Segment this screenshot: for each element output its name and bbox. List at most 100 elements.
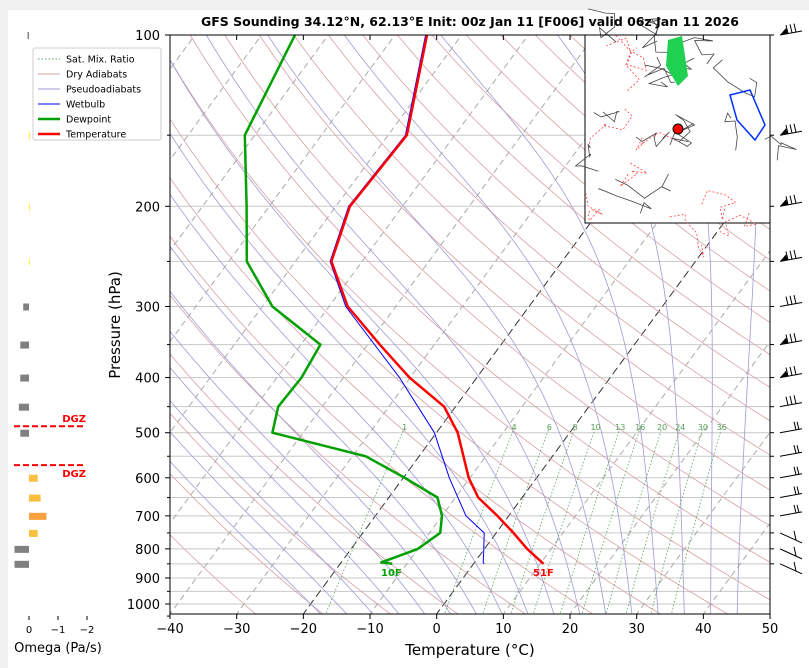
- dry-adiabat-line: [466, 35, 770, 292]
- omega-bar: [29, 132, 30, 140]
- barb-feather: [793, 445, 797, 454]
- x-tick-label: 50: [762, 622, 779, 637]
- omega-tick-label: 0: [26, 625, 32, 636]
- plot-frame: [169, 34, 771, 615]
- omega-bar: [29, 512, 47, 520]
- isotherm-line: [170, 35, 263, 161]
- map-thickness-contour: [635, 132, 676, 151]
- x-tick-label: −20: [290, 622, 317, 637]
- temperature-line: [330, 35, 545, 565]
- map-thickness-contour: [669, 213, 705, 258]
- map-contour: [681, 37, 715, 65]
- isotherm-line: [170, 35, 396, 343]
- map-contour: [764, 135, 797, 161]
- map-contour: [644, 64, 674, 88]
- barb-feather: [793, 504, 797, 513]
- pseudoadiabat-line: [205, 35, 581, 614]
- isotherm-line: [636, 431, 770, 614]
- barb-feather: [793, 294, 797, 304]
- barb-feather: [793, 546, 797, 556]
- mixing-ratio-line: [625, 427, 681, 614]
- barb-flag: [780, 199, 788, 207]
- barb-staff: [779, 473, 803, 479]
- map-contour: [639, 18, 676, 53]
- pseudoadiabat-line: [170, 59, 555, 614]
- barb-feather: [785, 296, 789, 306]
- barb-feather: [789, 366, 793, 376]
- dewpoint-line: [243, 35, 444, 566]
- mixing-ratio-label: 24: [675, 423, 685, 432]
- dry-adiabat-line: [170, 353, 459, 614]
- map-contour: [635, 131, 670, 148]
- barb-feather: [793, 466, 797, 475]
- mixing-ratio-label: 36: [717, 423, 727, 432]
- barb-flag: [780, 128, 788, 136]
- omega-bar: [20, 341, 29, 349]
- y-tick-label: 1000: [127, 598, 160, 613]
- temperature-surface-label: 51F: [533, 568, 554, 579]
- barb-feather: [789, 124, 793, 134]
- barb-feather: [789, 333, 793, 343]
- omega-bar: [27, 32, 29, 39]
- inset-map: [574, 8, 797, 258]
- legend-label: Sat. Mix. Ratio: [66, 55, 135, 66]
- dry-adiabat-line: [224, 35, 770, 527]
- omega-tick-label: −2: [80, 625, 95, 636]
- dry-adiabat-line: [189, 35, 770, 563]
- map-thickness-contour: [588, 108, 633, 150]
- map-contour: [644, 56, 675, 83]
- y-tick-label: 900: [135, 572, 160, 587]
- barb-feather: [796, 466, 800, 475]
- barb-feather: [793, 333, 797, 342]
- barb-feather: [785, 367, 789, 377]
- legend-label: Pseudoadiabats: [66, 85, 141, 96]
- pseudoadiabat-line: [170, 400, 374, 614]
- barb-feather: [793, 366, 797, 375]
- map-contour: [712, 59, 758, 98]
- mixing-ratio-line: [650, 427, 704, 614]
- map-snow-area: [729, 89, 766, 142]
- omega-panel: 0 −1 −2 DGZ DGZ: [14, 32, 94, 636]
- barb-feather: [793, 123, 797, 133]
- isotherm-line: [569, 340, 770, 614]
- barb-feather: [789, 295, 793, 305]
- barb-feather: [785, 24, 789, 34]
- x-tick-label: 40: [695, 622, 712, 637]
- map-contour: [641, 18, 661, 49]
- omega-tick-label: −1: [51, 625, 66, 636]
- barb-staff: [779, 532, 803, 544]
- wind-barb: [770, 333, 803, 346]
- pseudoadiabat-line: [557, 35, 685, 614]
- map-contour: [598, 188, 652, 214]
- x-tick-label: −10: [356, 622, 383, 637]
- barb-feather: [793, 249, 797, 259]
- barb-feather: [793, 486, 797, 495]
- dgz-label: DGZ: [62, 469, 86, 480]
- x-tick-label: 20: [562, 622, 579, 637]
- dry-adiabat-line: [431, 35, 770, 323]
- barb-feather: [785, 251, 789, 261]
- pseudoadiabat-line: [170, 460, 322, 614]
- omega-bar: [14, 545, 29, 553]
- pseudoadiabat-line: [170, 132, 529, 614]
- barb-flag: [780, 337, 788, 345]
- dgz-label: DGZ: [62, 414, 86, 425]
- map-thickness-contour: [615, 35, 647, 71]
- barb-feather: [793, 23, 797, 33]
- isotherm-line: [170, 35, 329, 252]
- profiles: [243, 35, 545, 566]
- barb-staff: [779, 548, 803, 560]
- omega-bar: [29, 494, 41, 502]
- pseudoadiabat-line: [170, 245, 477, 614]
- legend: Sat. Mix. Ratio Dry Adiabats Pseudoadiabat…: [32, 47, 162, 141]
- barb-feather: [796, 421, 800, 430]
- pseudoadiabat-line: [170, 193, 503, 614]
- dry-adiabat-line: [170, 412, 392, 614]
- y-tick-label: 600: [135, 472, 160, 487]
- dry-adiabat-line: [293, 35, 770, 456]
- location-marker: [672, 123, 684, 135]
- map-thickness-contour: [719, 213, 758, 237]
- map-precip-area: [666, 36, 688, 86]
